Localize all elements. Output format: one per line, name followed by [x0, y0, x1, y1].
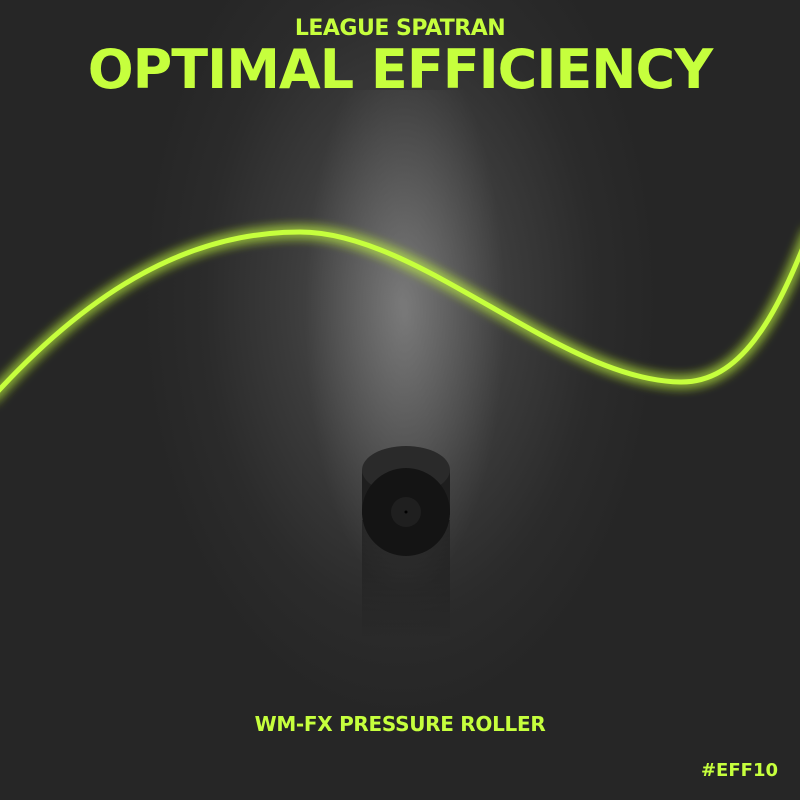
subtitle: LEAGUE SPATRAN	[294, 16, 506, 41]
product-name: WM-FX PRESSURE ROLLER	[254, 712, 546, 736]
roller-axle	[404, 510, 408, 514]
page-title: OPTIMAL EFFICIENCY	[87, 38, 713, 101]
neon-wave	[0, 229, 800, 393]
hashtag: #EFF10	[700, 760, 778, 781]
pressure-roller	[362, 446, 450, 640]
